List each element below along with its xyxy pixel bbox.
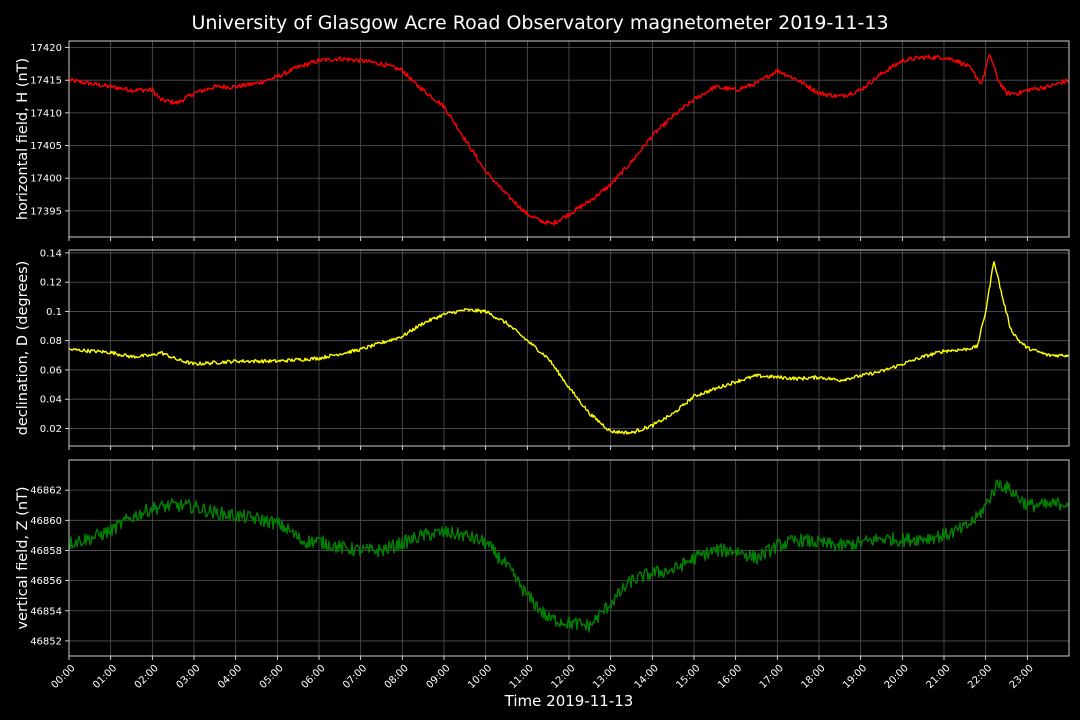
- y-tick-label: 46852: [30, 636, 62, 647]
- y-tick-label: 46860: [30, 516, 62, 527]
- y-tick-label: 0.1: [46, 307, 62, 318]
- series-line: [68, 54, 1070, 226]
- y-tick-label: 0.12: [40, 278, 62, 289]
- y-tick-label: 17400: [30, 174, 62, 185]
- series-line: [68, 479, 1070, 633]
- panel-2: 0.02 0.04 0.06 0.08 0.1 0.12 0.14 declination, …: [15, 248, 1070, 450]
- y-tick-label: 17415: [30, 76, 62, 87]
- y-tick-label: 0.08: [40, 336, 62, 347]
- chart-title: University of Glasgow Acre Road Observat…: [191, 12, 888, 34]
- y-tick-label: 17420: [30, 43, 62, 54]
- panel-frame: [68, 40, 1070, 238]
- y-tick-label: 46856: [30, 576, 62, 587]
- y-axis-label: declination, D (degrees): [15, 261, 31, 436]
- panel-frame: [68, 249, 1070, 447]
- y-axis-label: vertical field, Z (nT): [15, 486, 31, 629]
- panel-1: 17395 17400 17405 17410 17415 17420 horizontal…: [15, 40, 1070, 241]
- y-tick-label: 46858: [30, 546, 62, 557]
- x-axis-label: Time 2019-11-13: [504, 692, 634, 710]
- y-axis-label: horizontal field, H (nT): [15, 58, 31, 220]
- y-tick-label: 17405: [30, 141, 62, 152]
- y-tick-label: 0.14: [40, 248, 62, 259]
- y-tick-label: 17410: [30, 108, 62, 119]
- series-line: [68, 261, 1070, 435]
- y-tick-label: 17395: [30, 206, 62, 217]
- y-tick-label: 0.02: [40, 424, 62, 435]
- y-tick-label: 46862: [30, 486, 62, 497]
- panel-frame: [68, 459, 1070, 657]
- y-tick-label: 0.06: [40, 365, 62, 376]
- y-tick-label: 0.04: [40, 395, 62, 406]
- y-tick-label: 46854: [30, 606, 62, 617]
